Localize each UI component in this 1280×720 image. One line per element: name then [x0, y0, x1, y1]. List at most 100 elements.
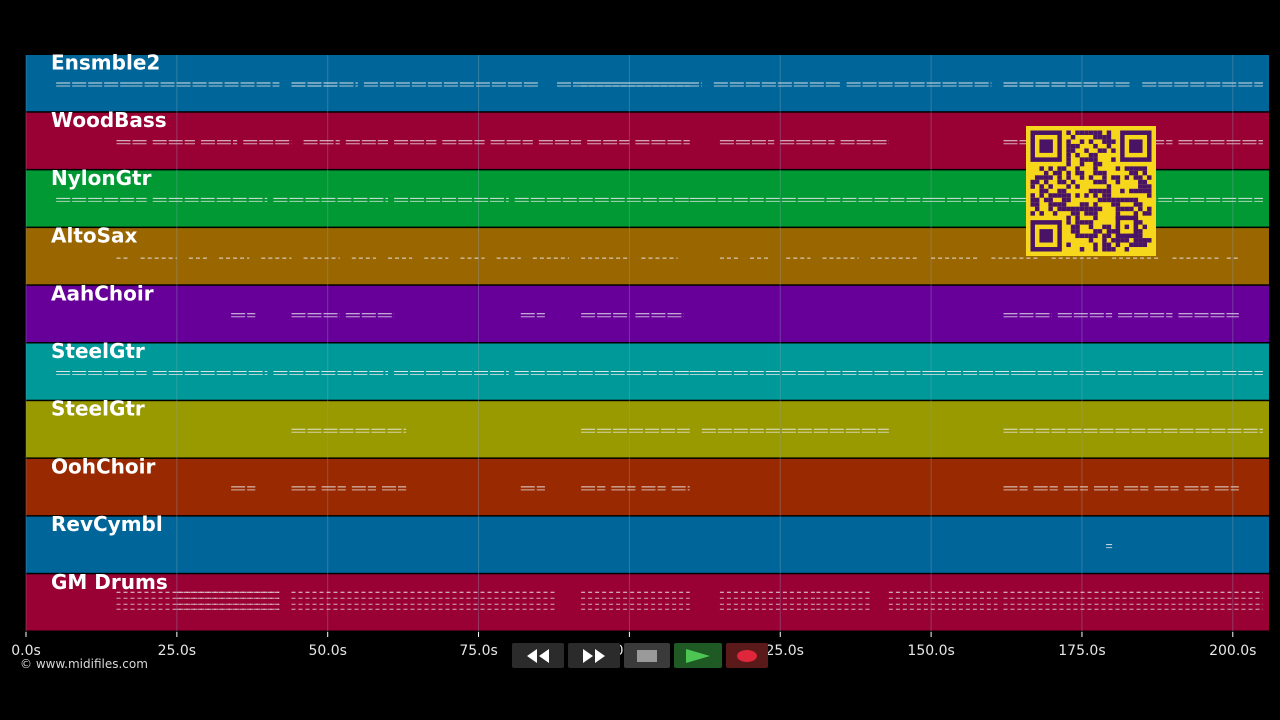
qr-module: [1048, 206, 1053, 212]
qr-module: [1043, 197, 1049, 203]
qr-module: [1088, 211, 1094, 216]
qr-module: [1075, 224, 1080, 230]
qr-module: [1138, 175, 1143, 180]
qr-module: [1102, 242, 1107, 248]
qr-code[interactable]: [1026, 126, 1156, 256]
qr-module: [1075, 215, 1080, 221]
qr-module: [1030, 184, 1035, 189]
qr-module: [1133, 242, 1139, 248]
qr-module: [1061, 206, 1067, 212]
qr-module: [1097, 229, 1103, 234]
qr-module: [1142, 179, 1148, 185]
tick-label: 150.0s: [907, 643, 954, 659]
qr-module: [1030, 202, 1035, 207]
qr-module: [1124, 166, 1130, 171]
fast-forward-icon: [583, 648, 605, 663]
qr-module: [1084, 211, 1089, 216]
qr-module: [1034, 206, 1040, 212]
qr-module: [1093, 206, 1098, 212]
qr-module: [1066, 193, 1071, 198]
qr-module: [1115, 211, 1121, 216]
qr-module: [1111, 229, 1116, 234]
qr-module: [1138, 220, 1143, 225]
qr-module: [1030, 179, 1035, 185]
stop-button[interactable]: [624, 643, 670, 668]
qr-module: [1088, 157, 1094, 162]
qr-module: [1057, 179, 1062, 185]
qr-module: [1129, 188, 1134, 194]
qr-module: [1093, 161, 1098, 167]
qr-module: [1138, 179, 1143, 185]
qr-module: [1030, 193, 1035, 198]
qr-module: [1106, 188, 1112, 194]
qr-module: [1133, 211, 1139, 216]
qr-module: [1057, 166, 1062, 171]
fast-forward-button[interactable]: [568, 643, 620, 668]
rewind-button[interactable]: [512, 643, 564, 668]
qr-module: [1129, 206, 1134, 212]
qr-module: [1075, 152, 1080, 158]
qr-module: [1111, 139, 1116, 144]
qr-module: [1034, 202, 1040, 207]
qr-module: [1030, 197, 1035, 203]
qr-module: [1057, 193, 1062, 198]
track-name: OohChoir: [51, 454, 155, 478]
qr-module: [1106, 233, 1112, 239]
qr-module: [1070, 211, 1076, 216]
qr-module: [1070, 143, 1076, 149]
track-names: Ensmble2 WoodBass NylonGtr AltoSax AahChoir S…: [51, 51, 168, 594]
qr-module: [1075, 166, 1080, 171]
qr-module: [1106, 139, 1112, 144]
record-icon: [737, 649, 757, 662]
qr-module: [1043, 175, 1049, 180]
qr-module: [1079, 175, 1085, 180]
qr-module: [1084, 206, 1089, 212]
qr-module: [1106, 247, 1112, 252]
qr-module: [1115, 206, 1121, 212]
qr-module: [1133, 175, 1139, 180]
qr-module: [1093, 170, 1098, 176]
qr-module: [1061, 188, 1067, 194]
qr-module: [1097, 197, 1103, 203]
play-icon: [686, 648, 710, 663]
qr-module: [1097, 170, 1103, 176]
qr-finder: [1039, 229, 1053, 243]
tick-label: 175.0s: [1058, 643, 1105, 659]
qr-module: [1066, 175, 1071, 180]
record-button[interactable]: [726, 643, 768, 668]
qr-module: [1088, 224, 1094, 230]
qr-module: [1102, 193, 1107, 198]
qr-module: [1102, 148, 1107, 153]
qr-module: [1093, 143, 1098, 149]
qr-module: [1057, 170, 1062, 176]
qr-module: [1075, 170, 1080, 176]
qr-module: [1066, 139, 1071, 144]
qr-module: [1084, 220, 1089, 225]
qr-module: [1102, 170, 1107, 176]
qr-module: [1061, 197, 1067, 203]
track-name: AltoSax: [51, 224, 138, 248]
qr-module: [1048, 197, 1053, 203]
track-name: Ensmble2: [51, 51, 160, 75]
qr-module: [1093, 215, 1098, 221]
qr-module: [1066, 148, 1071, 153]
qr-module: [1124, 197, 1130, 203]
qr-module: [1138, 188, 1143, 194]
qr-module: [1088, 152, 1094, 158]
qr-module: [1088, 139, 1094, 144]
qr-module: [1106, 184, 1112, 189]
qr-module: [1133, 188, 1139, 194]
qr-module: [1093, 188, 1098, 194]
qr-module: [1097, 161, 1103, 167]
qr-module: [1079, 220, 1085, 225]
qr-module: [1043, 170, 1049, 176]
qr-module: [1043, 179, 1049, 185]
qr-module: [1097, 130, 1103, 135]
qr-module: [1075, 193, 1080, 198]
play-button[interactable]: [674, 643, 722, 668]
qr-module: [1138, 229, 1143, 234]
qr-module: [1102, 179, 1107, 185]
qr-module: [1115, 197, 1121, 203]
qr-module: [1147, 193, 1152, 198]
qr-finder: [1039, 139, 1053, 153]
